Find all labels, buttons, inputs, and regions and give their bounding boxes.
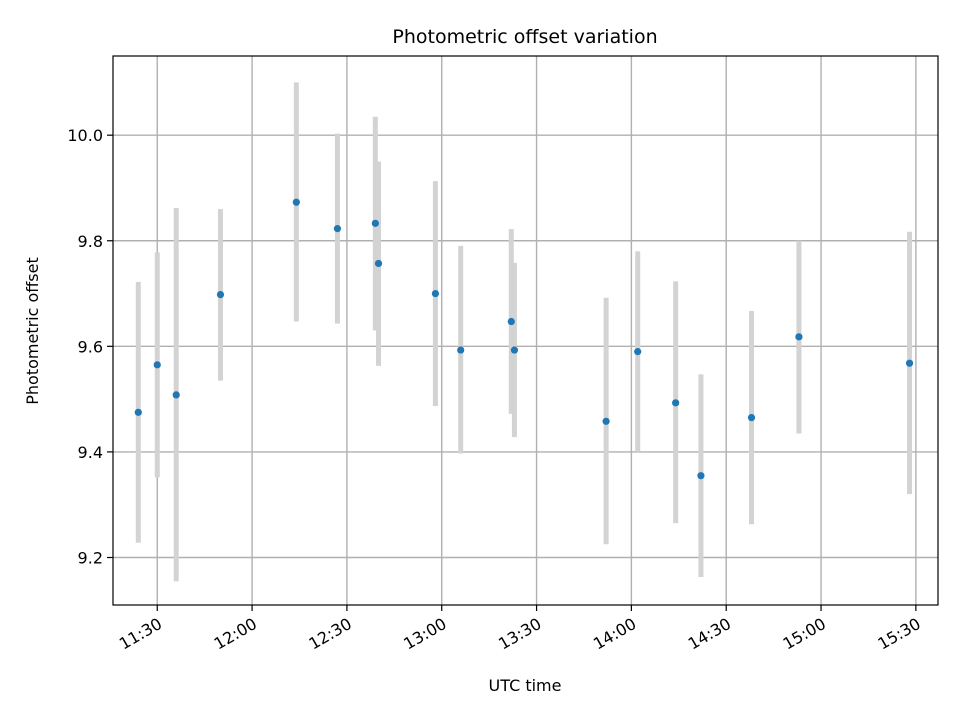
- x-tick-label: 11:30: [116, 614, 165, 654]
- x-tick-label: 12:30: [305, 614, 354, 654]
- data-point: [374, 259, 383, 268]
- y-axis-label: Photometric offset: [23, 257, 42, 405]
- data-point: [672, 399, 680, 407]
- data-point: [697, 472, 705, 480]
- data-point: [510, 346, 519, 354]
- x-tick-label: 15:30: [874, 614, 923, 654]
- grid-lines: [113, 56, 938, 605]
- chart-title: Photometric offset variation: [392, 26, 657, 48]
- data-point: [292, 198, 300, 206]
- data-point: [602, 417, 610, 425]
- error-bars: [135, 82, 913, 582]
- x-axis-label: UTC time: [489, 676, 562, 695]
- data-point: [153, 361, 161, 369]
- x-tick-label: 13:30: [495, 614, 544, 654]
- y-tick-label: 10.0: [67, 126, 103, 145]
- data-point: [371, 219, 379, 227]
- data-points: [134, 198, 914, 480]
- data-point: [634, 348, 642, 356]
- data-point: [431, 289, 440, 298]
- y-tick-label: 9.4: [78, 443, 103, 462]
- data-point: [905, 359, 914, 367]
- y-tick-label: 9.6: [78, 337, 103, 356]
- x-tick-label: 13:00: [400, 614, 449, 654]
- x-tick-label: 15:00: [780, 614, 829, 654]
- data-point: [172, 391, 180, 399]
- x-tick-label: 14:30: [685, 614, 734, 654]
- plot-frame: [112, 55, 939, 606]
- x-tick-label: 12:00: [211, 614, 260, 654]
- y-tick-label: 9.2: [78, 548, 103, 567]
- x-tick-label: 14:00: [590, 614, 639, 654]
- data-point: [747, 414, 756, 422]
- x-tick-labels: 11:30 12:00 12:30 13:00 13:30 14:00 14:30 15:00…: [116, 614, 924, 654]
- data-point: [795, 333, 803, 341]
- y-tick-label: 9.8: [78, 232, 103, 251]
- data-point: [457, 346, 465, 354]
- data-point: [507, 317, 515, 326]
- data-point: [333, 225, 342, 233]
- y-tick-labels: 9.2 9.4 9.6 9.8 10.0: [67, 126, 103, 567]
- data-point: [134, 408, 142, 416]
- axis-ticks: [107, 134, 917, 611]
- data-point: [216, 291, 225, 299]
